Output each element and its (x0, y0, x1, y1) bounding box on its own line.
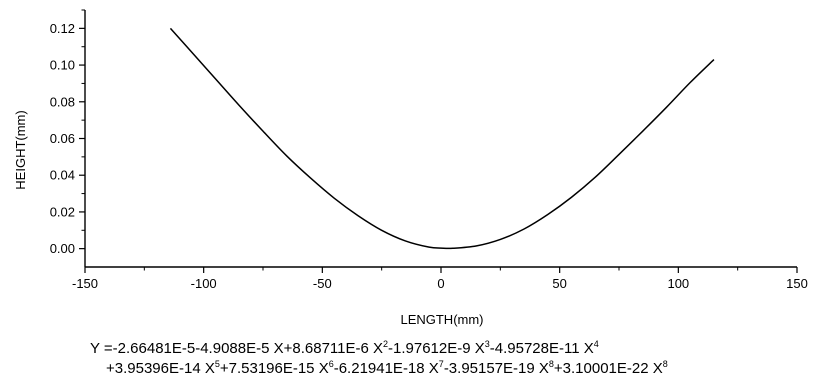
y-tick-label: 0.12 (50, 21, 75, 36)
fit-equation-line-1: Y =-2.66481E-5-4.9088E-5 X+8.68711E-6 X2… (90, 340, 599, 358)
y-tick-label: 0.08 (50, 94, 75, 109)
y-tick-label: 0.06 (50, 131, 75, 146)
x-tick-label: 0 (437, 276, 444, 291)
equation-exponent: 4 (593, 339, 599, 349)
equation-term: +7.53196E-15 X (219, 360, 329, 377)
x-axis-title: LENGTH(mm) (400, 312, 483, 327)
line-chart: -150 -100 -50 0 50 100 150 0.00 0.02 0.04 0.06 0.08… (13, 9, 808, 327)
y-tick-label: 0.04 (50, 168, 75, 183)
equation-exponent: 7 (438, 359, 444, 369)
chart-area: -150 -100 -50 0 50 100 150 0.00 0.02 0.04 0.06 0.08… (13, 9, 808, 327)
tick-labels: -150 -100 -50 0 50 100 150 0.00 0.02 0.04 0.06 0.08… (50, 21, 808, 291)
equation-exponent: 5 (214, 359, 220, 369)
y-tick-label: 0.10 (50, 58, 75, 73)
series-layer (169, 27, 715, 250)
series-line (169, 27, 715, 250)
x-tick-label: 100 (667, 276, 689, 291)
x-tick-label: -150 (72, 276, 98, 291)
y-axis-title: HEIGHT(mm) (13, 110, 28, 189)
equation-term: -1.97612E-9 X (388, 340, 485, 357)
equation-term: Y =-2.66481E-5-4.9088E-5 X+8.68711E-6 X (90, 340, 383, 357)
x-tick-label: 50 (552, 276, 566, 291)
fit-equation-line-2: +3.95396E-14 X5+7.53196E-15 X6-6.21941E-… (106, 360, 668, 378)
x-tick-label: -50 (313, 276, 332, 291)
equation-term: -4.95728E-11 X (489, 340, 594, 357)
y-tick-label: 0.00 (50, 241, 75, 256)
equation-term: -6.21941E-18 X (333, 360, 439, 377)
equation-exponent: 2 (383, 339, 389, 349)
x-tick-label: -100 (191, 276, 217, 291)
equation-exponent: 6 (328, 359, 334, 369)
equation-exponent: 8 (662, 359, 668, 369)
y-tick-label: 0.02 (50, 204, 75, 219)
equation-exponent: 3 (484, 339, 490, 349)
equation-exponent: 8 (548, 359, 554, 369)
equation-term: +3.95396E-14 X (106, 360, 215, 377)
x-tick-label: 150 (786, 276, 808, 291)
ticks (79, 9, 798, 273)
equation-term: +3.10001E-22 X (553, 360, 663, 377)
equation-term: -3.95157E-19 X (443, 360, 549, 377)
axes (84, 10, 797, 268)
